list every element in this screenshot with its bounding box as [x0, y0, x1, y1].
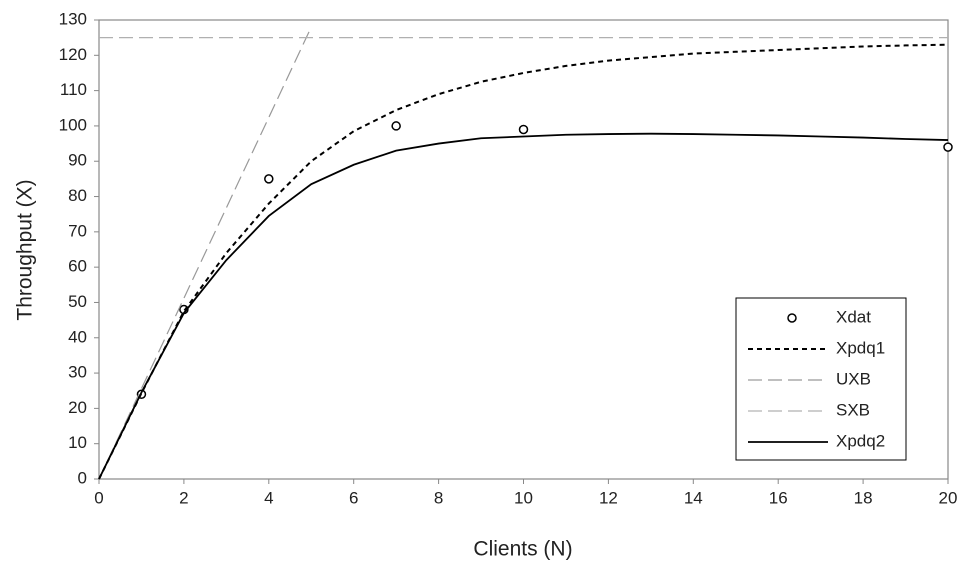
- x-tick-label: 12: [599, 488, 618, 507]
- x-axis-title: Clients (N): [473, 538, 572, 561]
- x-tick-label: 0: [94, 488, 103, 507]
- y-tick-label: 50: [68, 292, 87, 311]
- x-tick-label: 10: [514, 488, 533, 507]
- legend-label: UXB: [836, 369, 871, 388]
- series-line: [98, 132, 949, 480]
- y-tick-label: 90: [68, 151, 87, 170]
- x-tick-label: 4: [264, 488, 273, 507]
- legend-box: [735, 297, 907, 461]
- x-tick-label: 6: [349, 488, 358, 507]
- y-tick-label: 0: [78, 468, 87, 487]
- legend-label: Xpdq2: [836, 431, 885, 450]
- data-point: [391, 121, 401, 131]
- y-tick-label: 70: [68, 221, 87, 240]
- y-tick-label: 130: [59, 9, 87, 28]
- y-tick-label: 80: [68, 186, 87, 205]
- y-tick-label: 100: [59, 115, 87, 134]
- y-tick-label: 20: [68, 398, 87, 417]
- x-tick-label: 18: [854, 488, 873, 507]
- x-tick-label: 2: [179, 488, 188, 507]
- x-tick-label: 16: [769, 488, 788, 507]
- legend-marker: [787, 313, 797, 323]
- legend-label: SXB: [836, 400, 870, 419]
- y-tick-label: 10: [68, 433, 87, 452]
- x-tick-label: 8: [434, 488, 443, 507]
- data-point: [518, 124, 529, 135]
- data-point: [943, 142, 953, 152]
- y-tick-label: 110: [60, 80, 87, 99]
- y-tick-label: 60: [68, 257, 87, 276]
- y-tick-label: 40: [68, 327, 87, 346]
- legend-label: Xdat: [836, 307, 871, 326]
- series-line: [98, 43, 949, 480]
- x-tick-label: 14: [684, 488, 703, 507]
- x-tick-label: 20: [939, 488, 958, 507]
- y-tick-label: 120: [59, 45, 87, 64]
- y-tick-label: 30: [68, 363, 87, 382]
- data-point: [264, 174, 274, 184]
- series-line: [98, 26, 312, 480]
- y-axis-title: Throughput (X): [14, 179, 37, 320]
- legend-label: Xpdq1: [836, 338, 885, 357]
